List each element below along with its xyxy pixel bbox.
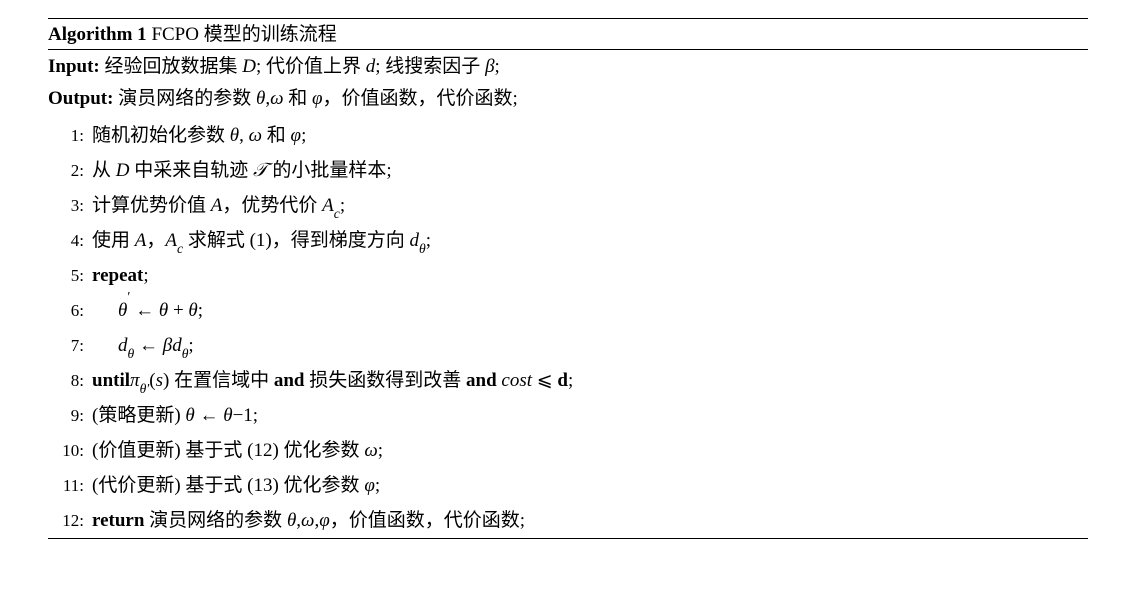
step-number: 1: (48, 127, 92, 144)
step-number: 11: (48, 477, 92, 494)
step-number: 6: (48, 302, 92, 319)
return-keyword: return (92, 510, 144, 531)
step-body: θ′ ← θ + θ; (92, 301, 1088, 320)
step-10: 10: (价值更新) 基于式 (12) 优化参数 ω; (48, 433, 1088, 468)
step-number: 10: (48, 442, 92, 459)
output-keyword: Output: (48, 88, 113, 109)
output-body: 演员网络的参数 θ,ω 和 φ，价值函数，代价函数; (113, 88, 517, 109)
step-body: return 演员网络的参数 θ,ω,φ，价值函数，代价函数; (92, 511, 1088, 530)
step-body: untilπθ′(s) 在置信域中 and 损失函数得到改善 and cost … (92, 371, 1088, 390)
step-body: repeat; (92, 266, 1088, 285)
step-2: 2: 从 D 中采来自轨迹 𝒯 的小批量样本; (48, 153, 1088, 188)
algorithm-steps: 1: 随机初始化参数 θ, ω 和 φ; 2: 从 D 中采来自轨迹 𝒯 的小批… (48, 114, 1088, 538)
step-6: 6: θ′ ← θ + θ; (48, 293, 1088, 328)
step-number: 9: (48, 407, 92, 424)
step-number: 5: (48, 267, 92, 284)
step-number: 4: (48, 232, 92, 249)
and-keyword: and (274, 370, 305, 391)
step-body: (价值更新) 基于式 (12) 优化参数 ω; (92, 441, 1088, 460)
algorithm-title-line: Algorithm 1 FCPO 模型的训练流程 (48, 19, 1088, 49)
step-3: 3: 计算优势价值 A，优势代价 Ac; (48, 188, 1088, 223)
step-number: 8: (48, 372, 92, 389)
step-body: 从 D 中采来自轨迹 𝒯 的小批量样本; (92, 161, 1088, 180)
algorithm-title: FCPO 模型的训练流程 (147, 24, 337, 45)
step-body: 随机初始化参数 θ, ω 和 φ; (92, 126, 1088, 145)
step-body: (代价更新) 基于式 (13) 优化参数 φ; (92, 476, 1088, 495)
step-body: (策略更新) θ ← θ−1; (92, 406, 1088, 425)
and-keyword: and (466, 370, 497, 391)
step-11: 11: (代价更新) 基于式 (13) 优化参数 φ; (48, 468, 1088, 503)
step-body: 计算优势价值 A，优势代价 Ac; (92, 196, 1088, 215)
step-5: 5: repeat; (48, 258, 1088, 293)
input-line: Input: 经验回放数据集 D; 代价值上界 d; 线搜索因子 β; (48, 50, 1088, 82)
until-keyword: until (92, 370, 130, 391)
step-4: 4: 使用 A，Ac 求解式 (1)，得到梯度方向 dθ; (48, 223, 1088, 258)
step-1: 1: 随机初始化参数 θ, ω 和 φ; (48, 118, 1088, 153)
step-12: 12: return 演员网络的参数 θ,ω,φ，价值函数，代价函数; (48, 503, 1088, 538)
bottom-rule (48, 538, 1088, 539)
step-9: 9: (策略更新) θ ← θ−1; (48, 398, 1088, 433)
step-7: 7: dθ ← βdθ; (48, 328, 1088, 363)
step-body: 使用 A，Ac 求解式 (1)，得到梯度方向 dθ; (92, 231, 1088, 250)
step-number: 2: (48, 162, 92, 179)
output-line: Output: 演员网络的参数 θ,ω 和 φ，价值函数，代价函数; (48, 82, 1088, 114)
input-keyword: Input: (48, 56, 100, 77)
input-body: 经验回放数据集 D; 代价值上界 d; 线搜索因子 β; (100, 56, 500, 77)
step-8: 8: untilπθ′(s) 在置信域中 and 损失函数得到改善 and co… (48, 363, 1088, 398)
step-number: 3: (48, 197, 92, 214)
step-body: dθ ← βdθ; (92, 336, 1088, 355)
repeat-keyword: repeat (92, 265, 143, 286)
algorithm-label: Algorithm 1 (48, 24, 147, 45)
algorithm-block: Algorithm 1 FCPO 模型的训练流程 Input: 经验回放数据集 … (0, 0, 1136, 598)
step-number: 12: (48, 512, 92, 529)
step-number: 7: (48, 337, 92, 354)
